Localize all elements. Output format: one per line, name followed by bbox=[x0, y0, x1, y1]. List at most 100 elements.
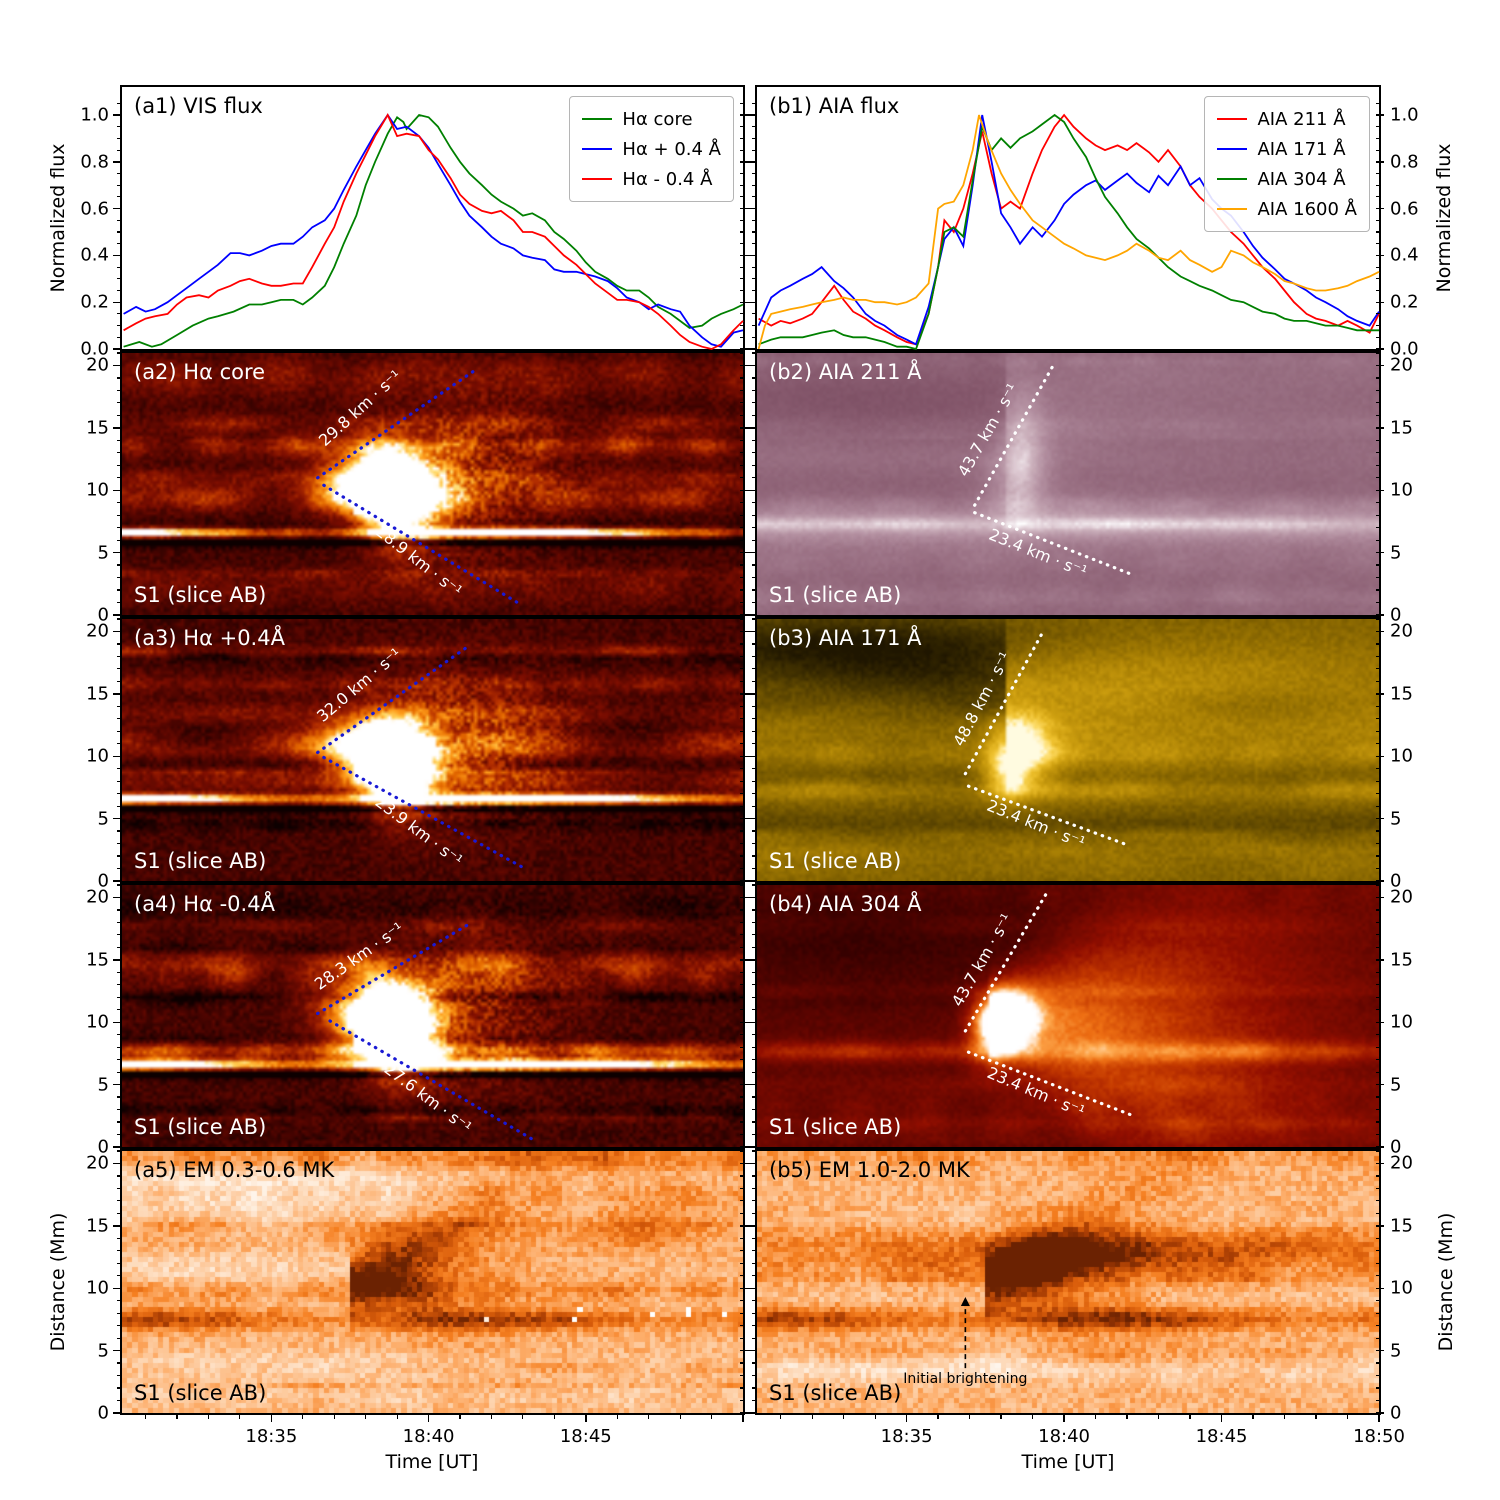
panel-a4: 0 5 10 15 20 28.3 km · s⁻¹ 27.6 km · s⁻¹ (a4) H… bbox=[86, 883, 748, 1158]
axis-tick bbox=[752, 196, 756, 198]
panel-title-a5: (a5) EM 0.3-0.6 MK bbox=[134, 1158, 335, 1182]
axis-tick bbox=[740, 219, 744, 221]
axis-tick bbox=[740, 743, 744, 745]
y-tick-label: 10 bbox=[86, 479, 109, 501]
y-tick-label: 20 bbox=[1390, 354, 1413, 376]
axis-tick bbox=[740, 971, 744, 973]
axis-tick bbox=[748, 1349, 756, 1352]
axis-tick bbox=[1376, 971, 1380, 973]
axis-tick bbox=[1376, 1009, 1380, 1011]
axis-tick bbox=[752, 730, 756, 732]
axis-tick bbox=[1376, 1034, 1380, 1036]
axis-tick bbox=[752, 576, 756, 579]
axis-tick bbox=[117, 402, 121, 404]
axis-tick bbox=[1376, 842, 1380, 845]
axis-tick bbox=[117, 278, 121, 280]
axis-tick bbox=[113, 1287, 121, 1290]
velocity-dotted-line-upper bbox=[316, 922, 472, 1016]
axis-tick bbox=[752, 266, 756, 268]
axis-tick bbox=[740, 301, 748, 303]
axis-tick bbox=[740, 1399, 744, 1402]
axis-tick bbox=[113, 301, 121, 303]
axis-tick bbox=[740, 1200, 744, 1202]
axis-tick bbox=[752, 1262, 756, 1264]
y-tick-label: 10 bbox=[86, 1011, 109, 1033]
axis-tick bbox=[117, 1187, 121, 1190]
y-tick-label: 0.2 bbox=[80, 291, 109, 313]
axis-tick bbox=[1376, 489, 1384, 492]
legend-line-swatch bbox=[1217, 118, 1248, 120]
axis-tick bbox=[1376, 539, 1380, 541]
axis-tick bbox=[1376, 1312, 1380, 1314]
axis-tick bbox=[117, 1071, 121, 1073]
axis-tick bbox=[752, 184, 756, 186]
axis-tick bbox=[117, 921, 121, 924]
axis-tick bbox=[117, 389, 121, 392]
axis-tick bbox=[752, 377, 756, 379]
axis-tick bbox=[1376, 1146, 1384, 1148]
axis-tick bbox=[752, 102, 756, 104]
velocity-dotted-line-upper bbox=[316, 643, 472, 755]
axis-tick bbox=[113, 427, 121, 429]
axis-tick bbox=[1376, 352, 1380, 354]
axis-tick bbox=[117, 1362, 121, 1364]
series-line-aia-304- bbox=[758, 113, 1379, 351]
axis-tick bbox=[740, 1034, 744, 1036]
panel-title-b2: (b2) AIA 211 Å bbox=[769, 360, 922, 384]
axis-tick bbox=[117, 527, 121, 529]
axis-tick bbox=[1376, 817, 1384, 820]
axis-tick bbox=[748, 1146, 756, 1148]
axis-tick bbox=[117, 730, 121, 732]
axis-tick bbox=[207, 1414, 210, 1419]
axis-tick bbox=[117, 830, 121, 832]
y-tick-label: 5 bbox=[1390, 1340, 1402, 1362]
axis-tick bbox=[740, 884, 744, 886]
axis-tick bbox=[740, 768, 744, 770]
axis-tick bbox=[752, 1399, 756, 1402]
axis-tick bbox=[740, 614, 748, 616]
x-tick-label: 18:40 bbox=[402, 1426, 455, 1447]
axis-tick bbox=[748, 630, 756, 633]
axis-tick bbox=[740, 1225, 748, 1227]
axis-tick bbox=[1376, 1071, 1380, 1073]
y-tick-label: 20 bbox=[86, 620, 109, 642]
axis-tick bbox=[117, 452, 121, 454]
axis-tick bbox=[740, 102, 744, 104]
y-tick-label: 20 bbox=[1390, 1152, 1413, 1174]
axis-tick bbox=[752, 439, 756, 441]
legend-label: AIA 1600 Å bbox=[1257, 198, 1357, 220]
axis-tick bbox=[1376, 207, 1384, 210]
axis-tick bbox=[117, 1009, 121, 1011]
axis-tick bbox=[113, 348, 121, 350]
axis-tick bbox=[1376, 325, 1380, 327]
axis-tick bbox=[117, 743, 121, 745]
axis-tick bbox=[752, 527, 756, 529]
y-tick-label: 5 bbox=[1390, 808, 1402, 830]
axis-tick bbox=[740, 643, 744, 645]
x-tick-label: 18:50 bbox=[1353, 1426, 1405, 1447]
axis-tick bbox=[117, 680, 121, 682]
axis-tick bbox=[1376, 996, 1380, 998]
y-tick-label: 5 bbox=[97, 1340, 109, 1362]
axis-tick bbox=[740, 1237, 744, 1239]
axis-tick bbox=[117, 1212, 121, 1214]
initial-brightening-label: Initial brightening bbox=[903, 1371, 1028, 1388]
axis-tick bbox=[740, 1212, 744, 1214]
axis-tick bbox=[113, 114, 121, 116]
axis-tick bbox=[1376, 1212, 1380, 1214]
axis-tick bbox=[117, 184, 121, 186]
axis-tick bbox=[117, 1133, 121, 1136]
axis-tick bbox=[752, 1387, 756, 1389]
axis-tick bbox=[740, 1108, 744, 1111]
axis-tick bbox=[748, 880, 756, 882]
axis-tick bbox=[117, 1325, 121, 1327]
axis-tick bbox=[740, 1021, 748, 1024]
axis-tick bbox=[752, 655, 756, 658]
velocity-dotted-line-lower bbox=[973, 511, 1132, 576]
axis-tick bbox=[396, 1414, 398, 1419]
axis-tick bbox=[117, 243, 121, 245]
axis-tick bbox=[1376, 768, 1380, 770]
axis-tick bbox=[117, 1096, 121, 1098]
axis-tick bbox=[740, 1387, 744, 1389]
slice-label-a4: S1 (slice AB) bbox=[134, 1115, 267, 1139]
